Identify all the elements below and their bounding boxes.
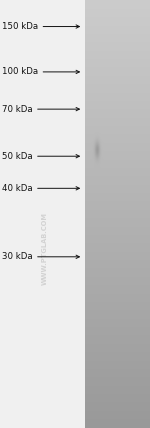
Text: 50 kDa: 50 kDa <box>2 152 79 161</box>
Text: WWW.PTGLAB.COM: WWW.PTGLAB.COM <box>42 212 48 285</box>
Text: 100 kDa: 100 kDa <box>2 67 79 77</box>
Text: 40 kDa: 40 kDa <box>2 184 79 193</box>
Text: 150 kDa: 150 kDa <box>2 22 79 31</box>
Text: 70 kDa: 70 kDa <box>2 104 79 114</box>
Text: 30 kDa: 30 kDa <box>2 252 79 262</box>
